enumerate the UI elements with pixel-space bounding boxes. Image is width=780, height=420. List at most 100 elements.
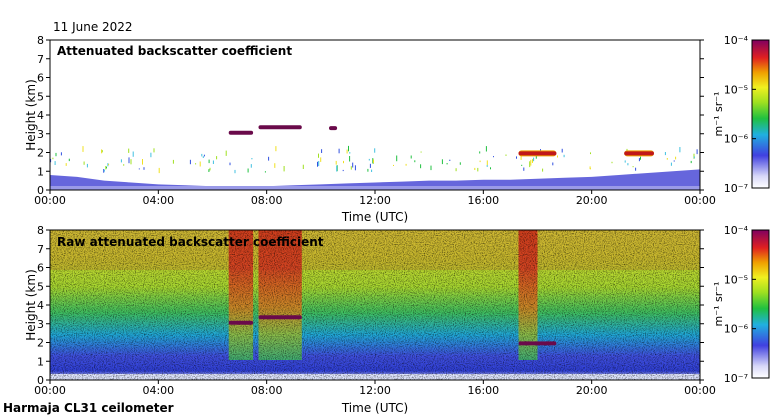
- echo-speck: [128, 148, 130, 153]
- echo-speck: [690, 160, 692, 164]
- x-axis-label: Time (UTC): [341, 210, 408, 224]
- cloud-layer: [329, 126, 338, 131]
- echo-speck: [343, 160, 344, 164]
- echo-speck: [542, 168, 544, 172]
- echo-speck: [50, 158, 52, 163]
- echo-speck: [321, 149, 323, 153]
- echo-speck: [485, 146, 487, 152]
- y-tick-label: 4: [37, 109, 44, 122]
- echo-speck: [449, 159, 451, 161]
- echo-speck: [320, 157, 322, 162]
- colorbar-label: m⁻¹ sr⁻¹: [712, 282, 725, 327]
- echo-speck: [632, 166, 634, 168]
- colorbar-tick-label: 10⁻⁷: [724, 372, 748, 385]
- echo-speck: [264, 171, 266, 173]
- echo-speck: [101, 150, 103, 153]
- echo-speck: [635, 167, 637, 171]
- x-tick-label: 20:00: [576, 384, 608, 397]
- x-tick-label: 00:00: [34, 194, 66, 207]
- echo-speck: [65, 163, 67, 166]
- echo-speck: [486, 160, 488, 166]
- echo-speck: [350, 166, 352, 170]
- colorbar-tick-label: 10⁻⁶: [724, 323, 749, 336]
- echo-speck: [523, 167, 525, 171]
- colorbar-label: m⁻¹ sr⁻¹: [712, 92, 725, 137]
- echo-speck: [338, 148, 340, 154]
- echo-speck: [302, 164, 304, 169]
- echo-speck: [247, 168, 249, 173]
- surface-layer: [50, 186, 700, 190]
- echo-speck: [208, 169, 210, 172]
- echo-speck: [195, 163, 197, 165]
- echo-speck: [132, 151, 134, 157]
- x-tick-label: 04:00: [142, 384, 174, 397]
- echo-speck: [505, 154, 507, 156]
- echo-speck: [529, 161, 531, 168]
- echo-speck: [251, 158, 253, 160]
- y-tick-label: 8: [37, 224, 44, 237]
- echo-speck: [459, 162, 461, 165]
- site-label: Harmaja CL31 ceilometer: [3, 401, 174, 415]
- cloud-layer: [258, 315, 302, 320]
- echo-speck: [275, 146, 277, 152]
- panel-attenuated: Attenuated backscatter coefficient 0 1 2 3 4…: [24, 34, 716, 224]
- colorbar-tick-label: 10⁻⁷: [724, 182, 748, 195]
- cloud-layers: [228, 315, 557, 346]
- echo-speck: [158, 167, 160, 174]
- echo-speck: [446, 163, 448, 165]
- colorbar-tick-label: 10⁻⁵: [724, 273, 748, 286]
- colorbar-tick-label: 10⁻⁶: [724, 133, 749, 146]
- panel-title: Raw attenuated backscatter coefficient: [57, 235, 324, 249]
- echo-speck: [82, 146, 84, 152]
- echo-speck: [696, 149, 698, 155]
- echo-speck: [396, 155, 398, 162]
- colorbar-2: 10⁻⁷ 10⁻⁶ 10⁻⁵ 10⁻⁴ m⁻¹ sr⁻¹: [712, 224, 770, 385]
- echo-speck: [373, 159, 374, 164]
- echo-speck: [336, 165, 338, 172]
- echo-speck: [199, 161, 201, 167]
- echo-speck: [352, 162, 354, 168]
- y-axis: 0 1 2 3 4 5 6 7 8: [37, 34, 704, 197]
- cloud-layer: [228, 320, 254, 325]
- echo-speck: [393, 164, 394, 166]
- echo-speck: [130, 159, 132, 165]
- echo-speck: [55, 152, 57, 157]
- echo-speck: [493, 156, 494, 158]
- echo-speck: [172, 159, 174, 164]
- echo-speck: [108, 163, 110, 166]
- y-tick-label: 2: [37, 147, 44, 160]
- x-tick-label: 00:00: [684, 384, 716, 397]
- echo-speck: [209, 167, 211, 171]
- cloud-layer: [258, 125, 302, 130]
- echo-speck: [103, 169, 105, 172]
- echo-speck: [128, 157, 130, 164]
- echo-speck: [675, 156, 677, 160]
- echo-speck: [225, 150, 227, 156]
- echo-speck: [664, 152, 666, 156]
- echo-speck: [516, 156, 517, 159]
- echo-speck: [268, 156, 270, 161]
- y-axis-label: Height (km): [24, 79, 38, 150]
- echo-speck: [212, 160, 214, 164]
- echo-speck: [354, 165, 356, 171]
- echo-speck: [283, 166, 285, 172]
- y-tick-label: 3: [37, 318, 44, 331]
- echo-speck: [367, 168, 369, 172]
- colorbar-tick-label: 10⁻⁴: [724, 34, 749, 47]
- colorbar-ticks: 10⁻⁷ 10⁻⁶ 10⁻⁵ 10⁻⁴: [724, 34, 756, 195]
- y-tick-label: 1: [37, 165, 44, 178]
- y-tick-label: 8: [37, 34, 44, 47]
- heatmap-data: [50, 125, 700, 190]
- colorbar-tick-label: 10⁻⁴: [724, 224, 749, 237]
- y-tick-label: 5: [37, 280, 44, 293]
- echo-speck: [120, 159, 122, 163]
- y-tick-label: 3: [37, 128, 44, 141]
- echo-speck: [318, 161, 320, 167]
- echo-speck: [372, 158, 374, 164]
- echo-speck: [250, 164, 252, 168]
- noise-overlay: [50, 230, 700, 380]
- y-tick-label: 7: [37, 53, 44, 66]
- echo-speck: [410, 155, 412, 159]
- y-tick-label: 2: [37, 337, 44, 350]
- colorbar-gradient: [751, 39, 770, 189]
